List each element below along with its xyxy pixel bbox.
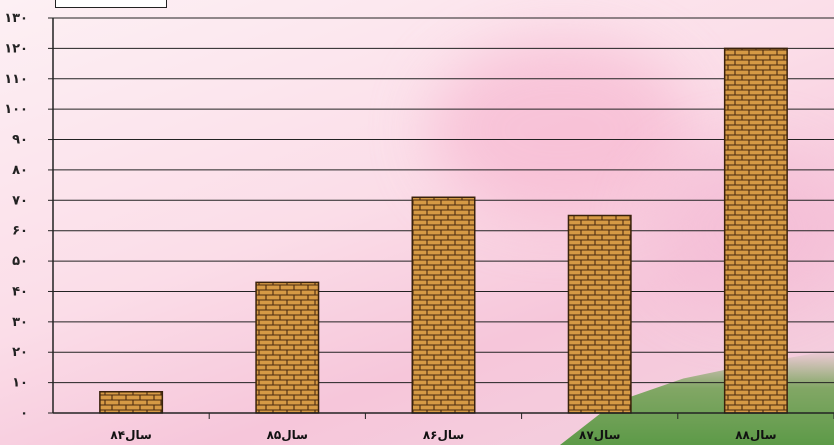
bar [255, 281, 320, 414]
y-tick-label: ۳۰ [12, 315, 28, 330]
legend-box [55, 0, 167, 8]
y-tick-label: ۲۰ [12, 345, 28, 360]
bar [99, 390, 164, 414]
x-axis: سال۸۴ سال۸۵ سال۸۶ سال۸۷ سال۸۸ [53, 412, 834, 442]
y-tick-label: ۷۰ [12, 193, 28, 208]
y-tick-label: ۱۲۰ [4, 41, 28, 56]
y-tick-label: ۶۰ [12, 224, 28, 239]
y-tick-label: ۸۰ [12, 163, 28, 178]
x-tick-label: سال۸۵ [267, 428, 308, 442]
bar [411, 196, 476, 414]
y-tick-label: ۰ [20, 406, 28, 421]
bar [723, 47, 788, 414]
y-tick-label: ۴۰ [12, 284, 28, 299]
bar [567, 214, 632, 414]
y-axis: ۰ ۱۰ ۲۰ ۳۰ ۴۰ ۵۰ ۶۰ ۷۰ ۸۰ ۹۰ ۱۰۰ ۱۱۰ ۱۲۰ ۱۳۰ [4, 11, 54, 421]
y-tick-label: ۵۰ [12, 254, 28, 269]
x-tick-label: سال۸۶ [423, 428, 464, 442]
y-tick-label: ۱۰ [12, 376, 28, 391]
y-tick-label: ۹۰ [12, 133, 28, 148]
background-glow [430, 40, 690, 220]
bars [99, 47, 788, 414]
x-tick-label: سال۸۷ [579, 428, 620, 442]
y-tick-label: ۱۱۰ [4, 72, 28, 87]
x-tick-label: سال۸۴ [110, 428, 151, 442]
x-tick-label: سال۸۸ [735, 428, 776, 442]
y-tick-label: ۱۳۰ [4, 11, 28, 26]
y-tick-label: ۱۰۰ [4, 102, 28, 117]
